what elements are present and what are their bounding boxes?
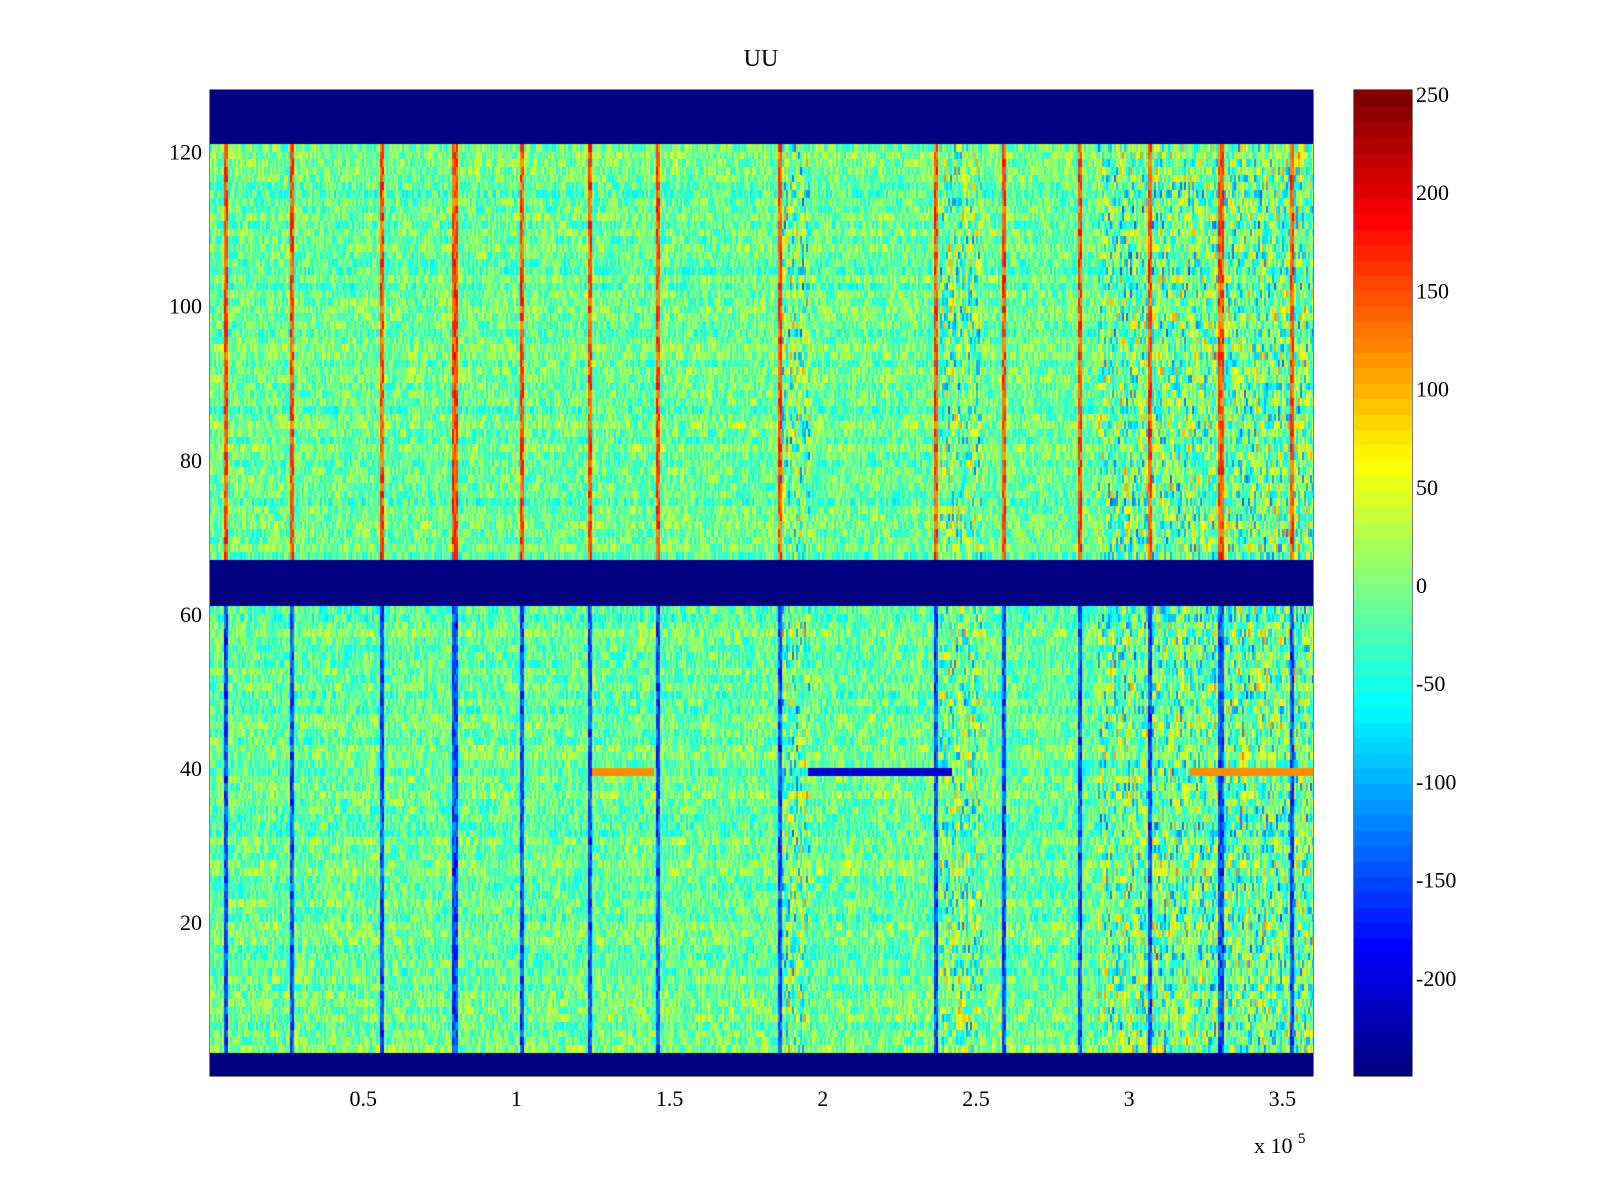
colorbar-tick-label: -100 [1416, 769, 1456, 794]
colorbar-tick-label: 150 [1416, 278, 1449, 303]
x-tick-label: 3 [1124, 1086, 1135, 1111]
y-tick-label: 20 [180, 910, 202, 935]
y-tick-label: 80 [180, 448, 202, 473]
colorbar-tick-label: -50 [1416, 671, 1445, 696]
colorbar-tick-label: 50 [1416, 475, 1438, 500]
colorbar-tick-label: 250 [1416, 82, 1449, 107]
y-tick-label: 120 [169, 140, 202, 165]
x-exponent-base: x 10 [1254, 1133, 1293, 1158]
chart-title: UU [744, 46, 779, 72]
x-tick-label: 0.5 [349, 1086, 377, 1111]
x-tick-label: 1 [511, 1086, 522, 1111]
y-axis-ticks: 20 40 60 80 100 120 [169, 140, 1313, 935]
colorbar-tick-label: 200 [1416, 180, 1449, 205]
colorbar-tick-label: 0 [1416, 573, 1427, 598]
x-tick-label: 2 [817, 1086, 828, 1111]
colorbar-tick-label: -200 [1416, 966, 1456, 991]
x-axis-exponent-label: x 10 5 [1254, 1131, 1306, 1158]
x-tick-label: 2.5 [962, 1086, 990, 1111]
x-tick-label: 3.5 [1269, 1086, 1297, 1111]
x-exponent-power: 5 [1298, 1131, 1306, 1147]
x-tick-label: 1.5 [656, 1086, 684, 1111]
heatmap-image [210, 90, 1313, 1076]
colorbar-tick-label: 100 [1416, 377, 1449, 402]
y-tick-label: 60 [180, 602, 202, 627]
y-tick-label: 100 [169, 294, 202, 319]
colorbar-gradient [1354, 90, 1412, 1076]
colorbar-ticks: 250 200 150 100 50 0 -50 -100 -150 -200 [1354, 82, 1456, 991]
colorbar-tick-label: -150 [1416, 868, 1456, 893]
y-tick-label: 40 [180, 756, 202, 781]
